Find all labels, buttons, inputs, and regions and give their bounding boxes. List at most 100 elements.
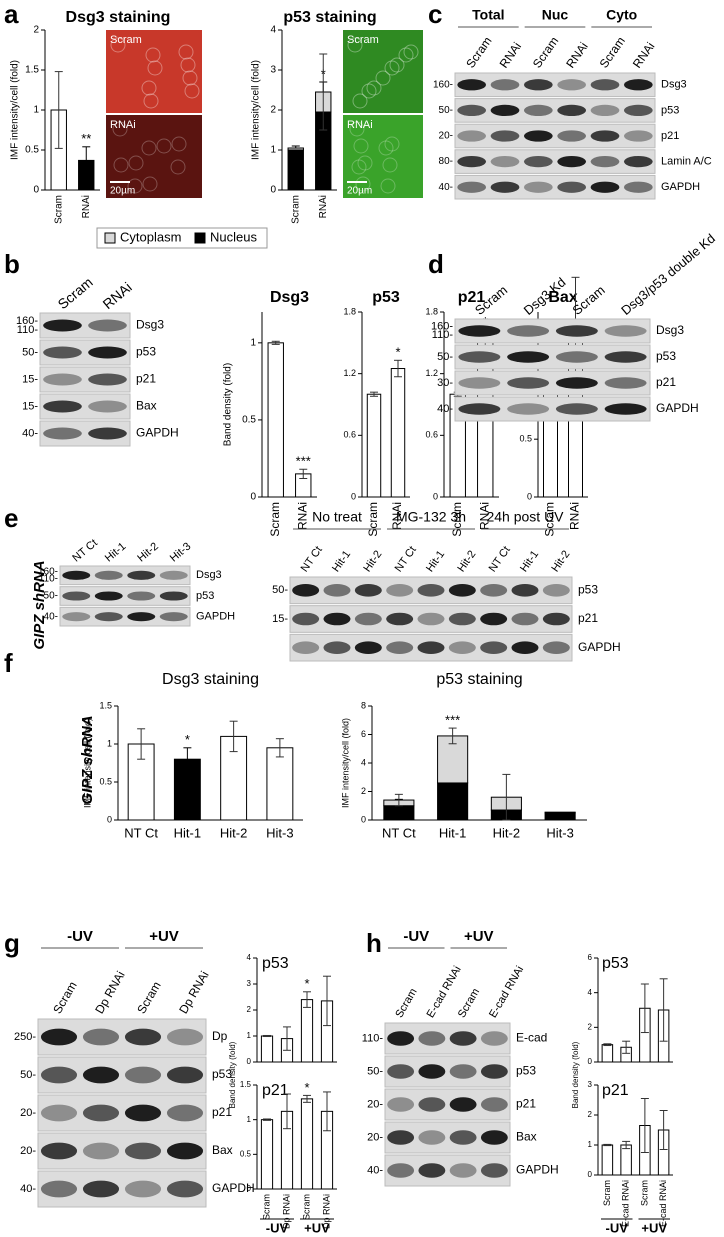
y-tick-label: 6: [588, 953, 593, 962]
y-tick-label: 4: [247, 953, 252, 962]
y-tick-label: 0: [247, 1057, 252, 1066]
protein-label: GAPDH: [516, 1163, 559, 1177]
x-tick-label: Hit-2: [220, 825, 247, 840]
mw-marker: 40-: [22, 427, 38, 439]
blot-band: [43, 400, 82, 413]
mw-marker: 160-: [431, 321, 453, 333]
blot-band: [94, 591, 123, 601]
y-tick-label: 0.5: [240, 1149, 252, 1158]
blot-band: [166, 1142, 204, 1160]
cell: [142, 176, 158, 192]
blot-band: [88, 319, 127, 332]
blot-band: [40, 1142, 78, 1160]
blot-band: [480, 1064, 508, 1079]
blot-band: [542, 641, 570, 654]
blot-band: [82, 1104, 120, 1122]
y-tick-label: 0.6: [343, 430, 356, 440]
lane-label: Hit-1: [518, 548, 541, 574]
cell: [110, 37, 126, 53]
blot-band: [480, 641, 508, 654]
cell: [398, 47, 414, 63]
lane-group: -UV: [403, 928, 429, 945]
blot-band: [524, 155, 553, 168]
protein-label: p53: [196, 590, 214, 602]
blot-band: [124, 1066, 162, 1084]
y-axis-label: IMF intensity/cell (fold): [10, 60, 21, 160]
protein-label: Dsg3: [661, 79, 687, 91]
blot-band: [524, 104, 553, 117]
cell: [389, 57, 405, 73]
cell: [347, 37, 363, 53]
blot-band: [124, 1180, 162, 1198]
cell: [375, 70, 391, 86]
lane-label: Scram: [597, 34, 628, 70]
y-tick-label: 1.2: [425, 368, 438, 378]
blot-band: [590, 104, 620, 117]
blot-band: [323, 612, 351, 626]
blot-band: [354, 584, 382, 597]
mw-marker: 15-: [22, 400, 38, 412]
mw-marker: 50-: [439, 105, 453, 116]
mw-marker: 30-: [437, 377, 453, 389]
y-tick-label: 3: [588, 1080, 593, 1089]
lane-group: MG-132 3h: [396, 509, 466, 525]
mw-marker: 40-: [439, 182, 453, 193]
mw-marker: 40-: [20, 1183, 36, 1195]
blot-band: [124, 1028, 162, 1046]
y-axis-label: Band density (fold): [223, 363, 234, 446]
blot-band: [417, 641, 445, 654]
blot-band: [418, 1163, 446, 1178]
y-axis-label: Band density (fold): [571, 1041, 580, 1108]
mw-marker: 50-: [22, 346, 38, 358]
lane-label: Hit-2: [455, 548, 478, 574]
y-tick-label: 0: [361, 814, 366, 824]
protein-label: p21: [212, 1105, 232, 1119]
lane-label: Scram: [55, 274, 96, 312]
lane-label: Dp RNAi: [92, 969, 127, 1016]
cell: [147, 60, 163, 76]
lane-label: Hit-1: [330, 548, 353, 574]
protein-label: p53: [661, 104, 679, 116]
blot-strip: [454, 149, 656, 174]
y-tick-label: 2: [270, 105, 276, 116]
protein-label: p53: [578, 583, 598, 597]
cell: [378, 140, 394, 156]
blot-strip: [59, 606, 191, 627]
protein-label: Dsg3: [136, 318, 164, 332]
protein-label: p53: [212, 1067, 232, 1081]
blot-band: [449, 1130, 477, 1145]
x-tick-label: Dp RNAi: [321, 1194, 331, 1229]
x-tick-label: Scram: [261, 1194, 271, 1220]
blot-band: [524, 79, 553, 91]
mw-marker: 110-: [39, 573, 58, 584]
group-label: +UV: [304, 1220, 330, 1235]
lane-label: Hit-2: [135, 540, 161, 564]
y-axis-label: IMF intensity/cell (fold): [251, 60, 262, 160]
blot-band: [448, 584, 476, 597]
x-tick-label: NT Ct: [382, 825, 416, 840]
blot-band: [418, 1031, 446, 1046]
blot-band: [557, 130, 587, 142]
blot-band: [624, 79, 653, 91]
panel-letter: f: [4, 648, 13, 678]
lane-group: Total: [472, 7, 504, 23]
blot-band: [159, 612, 188, 622]
blot-band: [292, 641, 320, 654]
bar: [260, 1119, 274, 1190]
panel-letter: b: [4, 249, 20, 279]
protein-label: p21: [516, 1097, 536, 1111]
blot-band: [490, 104, 520, 117]
protein-label: p21: [136, 372, 156, 386]
mw-marker: 110-: [432, 329, 454, 341]
blot-band: [604, 351, 647, 363]
bar: [267, 342, 284, 498]
significance: ***: [296, 454, 311, 469]
x-tick-label: Scram: [639, 1180, 649, 1206]
x-tick-label: Scram: [301, 1194, 311, 1220]
cell: [178, 44, 194, 60]
x-tick-label: RNAi: [318, 195, 329, 218]
micrograph-top: [106, 30, 202, 113]
protein-label: Bax: [516, 1130, 537, 1144]
lane-label: NT Ct: [70, 537, 100, 565]
blot-band: [555, 403, 598, 415]
